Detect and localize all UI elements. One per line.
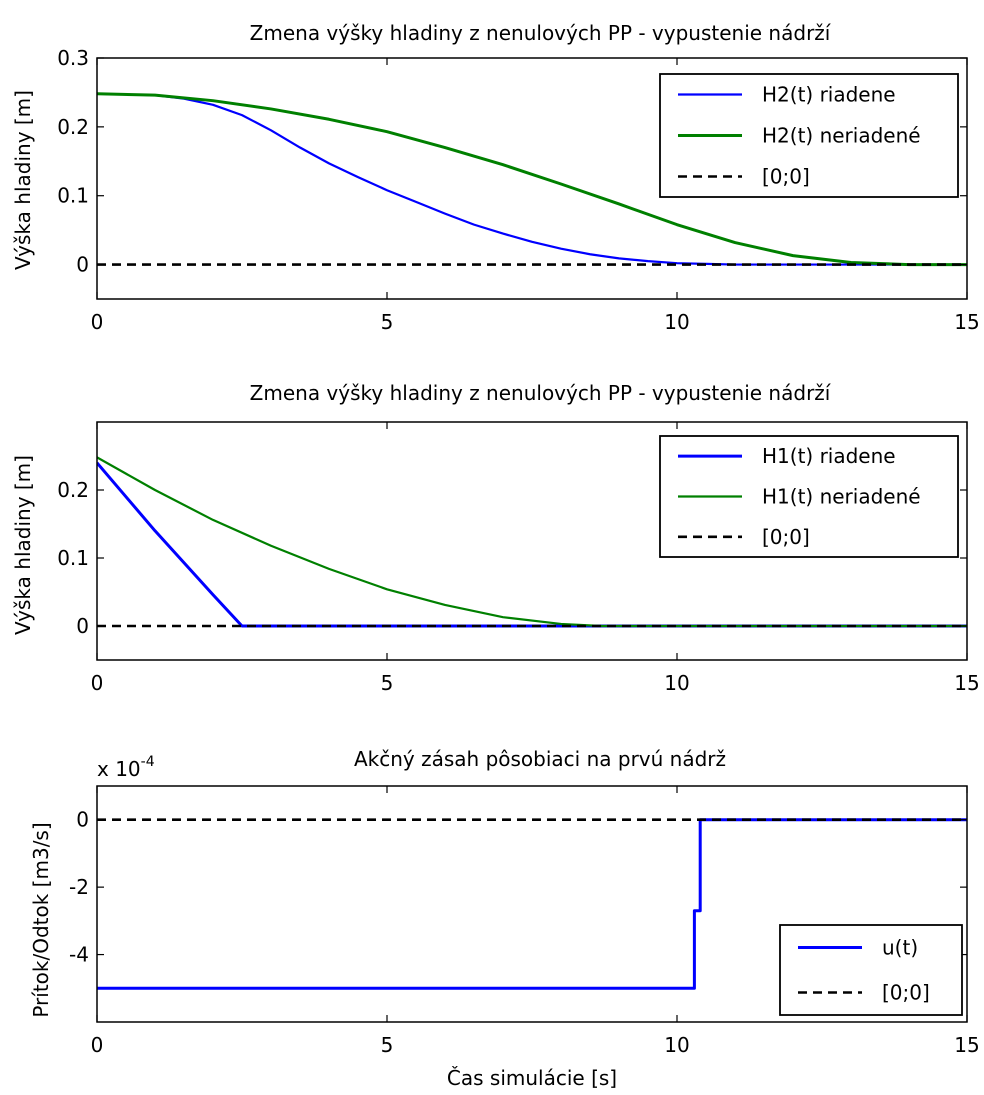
y-tick-label: 0.2 xyxy=(57,478,89,502)
legend-box xyxy=(779,924,963,1016)
legend-label: u(t) xyxy=(882,936,918,960)
exponent-base: x 10 xyxy=(97,757,141,781)
series-line-1 xyxy=(97,92,967,267)
y-tick-label: 0.1 xyxy=(57,184,89,208)
chart-panel-control: Akčný zásah pôsobiaci na prvú nádrž Prít… xyxy=(29,747,980,1057)
y-tick-label: -2 xyxy=(69,875,89,899)
y-tick-label: 0.3 xyxy=(57,46,89,70)
y-axis-label: Prítok/Odtok [m3/s] xyxy=(29,822,53,1017)
y-tick-label: 0 xyxy=(76,808,89,832)
x-axis-label: Čas simulácie [s] xyxy=(447,1066,617,1090)
exponent-power: -4 xyxy=(141,754,155,770)
y-axis-label: Výška hladiny [m] xyxy=(11,455,35,635)
x-tick-label: 0 xyxy=(91,310,104,334)
x-tick-label: 15 xyxy=(954,1033,979,1057)
y-tick-label: 0.1 xyxy=(57,546,89,570)
legend-label: [0;0] xyxy=(762,525,810,549)
chart-panel-h1: Zmena výšky hladiny z nenulových PP - vy… xyxy=(11,381,980,695)
legend-label: [0;0] xyxy=(882,981,930,1005)
plot-frame xyxy=(96,421,968,661)
chart-title: Zmena výšky hladiny z nenulových PP - vy… xyxy=(250,381,832,405)
legend-label: H1(t) riadene xyxy=(762,444,896,468)
y-tick-label: -4 xyxy=(69,943,89,967)
x-tick-label: 10 xyxy=(664,671,689,695)
y-tick-label: 0 xyxy=(76,614,89,638)
series-line-1 xyxy=(97,456,967,628)
series-line-0 xyxy=(97,92,967,266)
x-tick-label: 10 xyxy=(664,310,689,334)
legend-label: H1(t) neriadené xyxy=(762,485,921,509)
chart-title: Zmena výšky hladiny z nenulových PP - vy… xyxy=(250,21,832,45)
plot-frame xyxy=(96,57,968,300)
x-tick-label: 0 xyxy=(91,1033,104,1057)
x-tick-label: 5 xyxy=(381,671,394,695)
x-tick-label: 5 xyxy=(381,1033,394,1057)
x-tick-label: 5 xyxy=(381,310,394,334)
chart-panel-h2: Zmena výšky hladiny z nenulových PP - vy… xyxy=(11,21,980,334)
plot-frame xyxy=(96,785,968,1023)
legend-label: [0;0] xyxy=(762,165,810,189)
legend-label: H2(t) neriadené xyxy=(762,124,921,148)
chart-title: Akčný zásah pôsobiaci na prvú nádrž xyxy=(354,747,726,771)
legend-label: H2(t) riadene xyxy=(762,83,896,107)
y-axis-label: Výška hladiny [m] xyxy=(11,90,35,270)
x-tick-label: 15 xyxy=(954,671,979,695)
x-tick-label: 0 xyxy=(91,671,104,695)
y-tick-label: 0.2 xyxy=(57,115,89,139)
series-line-0 xyxy=(97,461,967,628)
x-tick-label: 15 xyxy=(954,310,979,334)
x-tick-label: 10 xyxy=(664,1033,689,1057)
exponent-label: x 10-4 xyxy=(97,754,155,781)
y-tick-label: 0 xyxy=(76,253,89,277)
